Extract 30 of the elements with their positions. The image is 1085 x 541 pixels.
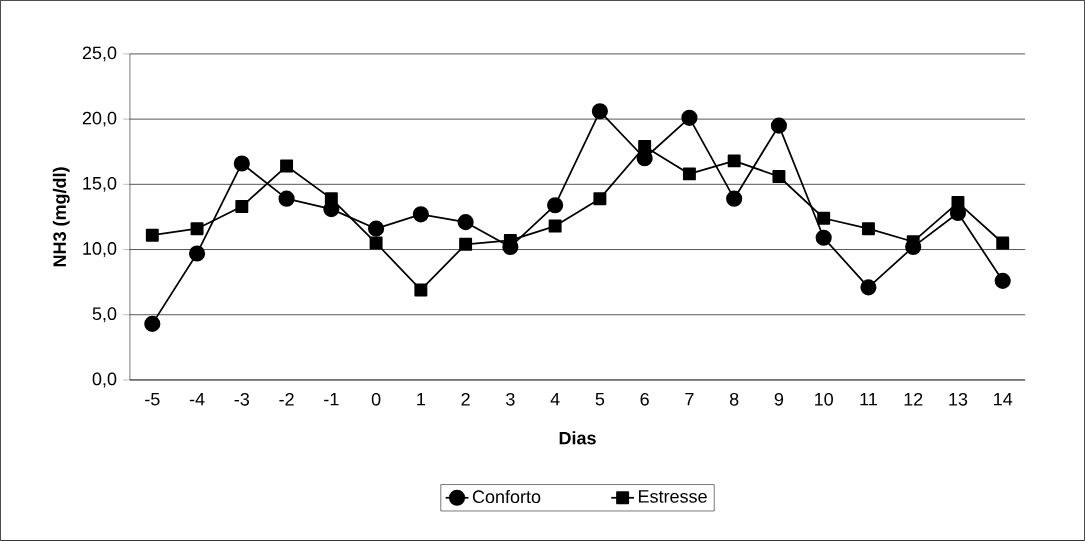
x-tick-label: 14 xyxy=(994,392,1013,406)
x-tick-label: 2 xyxy=(461,392,470,406)
x-tick-label: 10 xyxy=(815,392,833,406)
x-tick-label: 4 xyxy=(550,392,560,406)
y-tick-label: 5,0 xyxy=(92,307,117,323)
y-tick-label: 20,0 xyxy=(82,111,117,127)
legend-label: Estresse xyxy=(639,490,707,503)
x-tick-label: 0 xyxy=(371,392,381,406)
x-tick-label: 7 xyxy=(685,392,694,406)
x-tick-label: -4 xyxy=(189,392,205,406)
x-tick-label: 3 xyxy=(506,392,515,406)
x-tick-label: 9 xyxy=(774,392,784,406)
x-tick-label: -1 xyxy=(324,392,339,406)
y-tick-label: 0,0 xyxy=(92,372,117,388)
x-tick-label: 8 xyxy=(729,392,739,406)
y-axis-title: NH3 (mg/dl) xyxy=(52,167,70,267)
y-tick-label: 10,0 xyxy=(83,242,117,258)
x-tick-label: 5 xyxy=(595,392,605,406)
y-tick-label: 25,0 xyxy=(82,46,117,62)
x-tick-label: -2 xyxy=(279,392,294,406)
x-axis-title: Dias xyxy=(559,431,596,445)
y-tick-label: 15,0 xyxy=(83,176,117,192)
x-tick-label: 13 xyxy=(949,392,968,406)
x-tick-label: 12 xyxy=(904,392,923,406)
x-tick-label: -5 xyxy=(145,392,160,406)
x-tick-label: -3 xyxy=(234,392,250,406)
legend-label: Conforto xyxy=(472,489,541,504)
x-tick-label: 6 xyxy=(640,392,649,406)
x-tick-label: 1 xyxy=(417,392,425,406)
x-tick-label: 11 xyxy=(860,392,877,406)
